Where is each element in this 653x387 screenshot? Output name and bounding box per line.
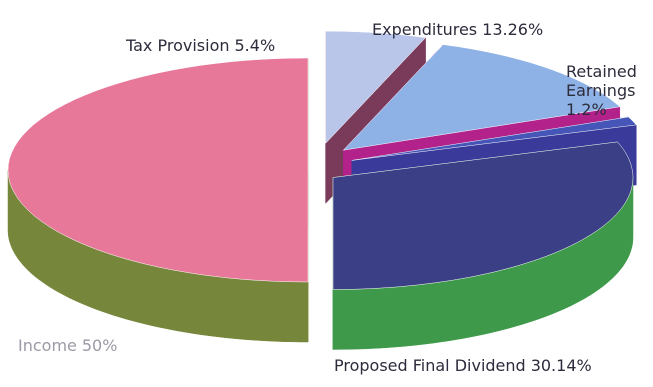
value-label: 1.2% (566, 100, 607, 119)
slice-label: Proposed Final Dividend 30.14% (334, 356, 592, 375)
slice (7, 57, 309, 283)
value-label: 30.14% (530, 356, 592, 375)
slice-label: Income 50% (18, 336, 117, 355)
category-label: Expenditures (372, 20, 478, 39)
category-label: Proposed Final Dividend (334, 356, 526, 375)
slice-label: Tax Provision 5.4% (126, 36, 275, 55)
slice (342, 44, 621, 151)
value-label: 13.26% (482, 20, 544, 39)
category-label: Tax Provision (126, 36, 230, 55)
slice-label: Expenditures 13.26% (372, 20, 543, 39)
value-label: 5.4% (234, 36, 276, 55)
category-label: Income (18, 336, 77, 355)
slice (325, 30, 427, 144)
value-label: 50% (81, 336, 118, 355)
slice (332, 141, 634, 290)
slice (351, 116, 637, 161)
slice-label: Retained Earnings 1.2% (566, 62, 646, 119)
category-label: Retained Earnings (566, 62, 637, 100)
